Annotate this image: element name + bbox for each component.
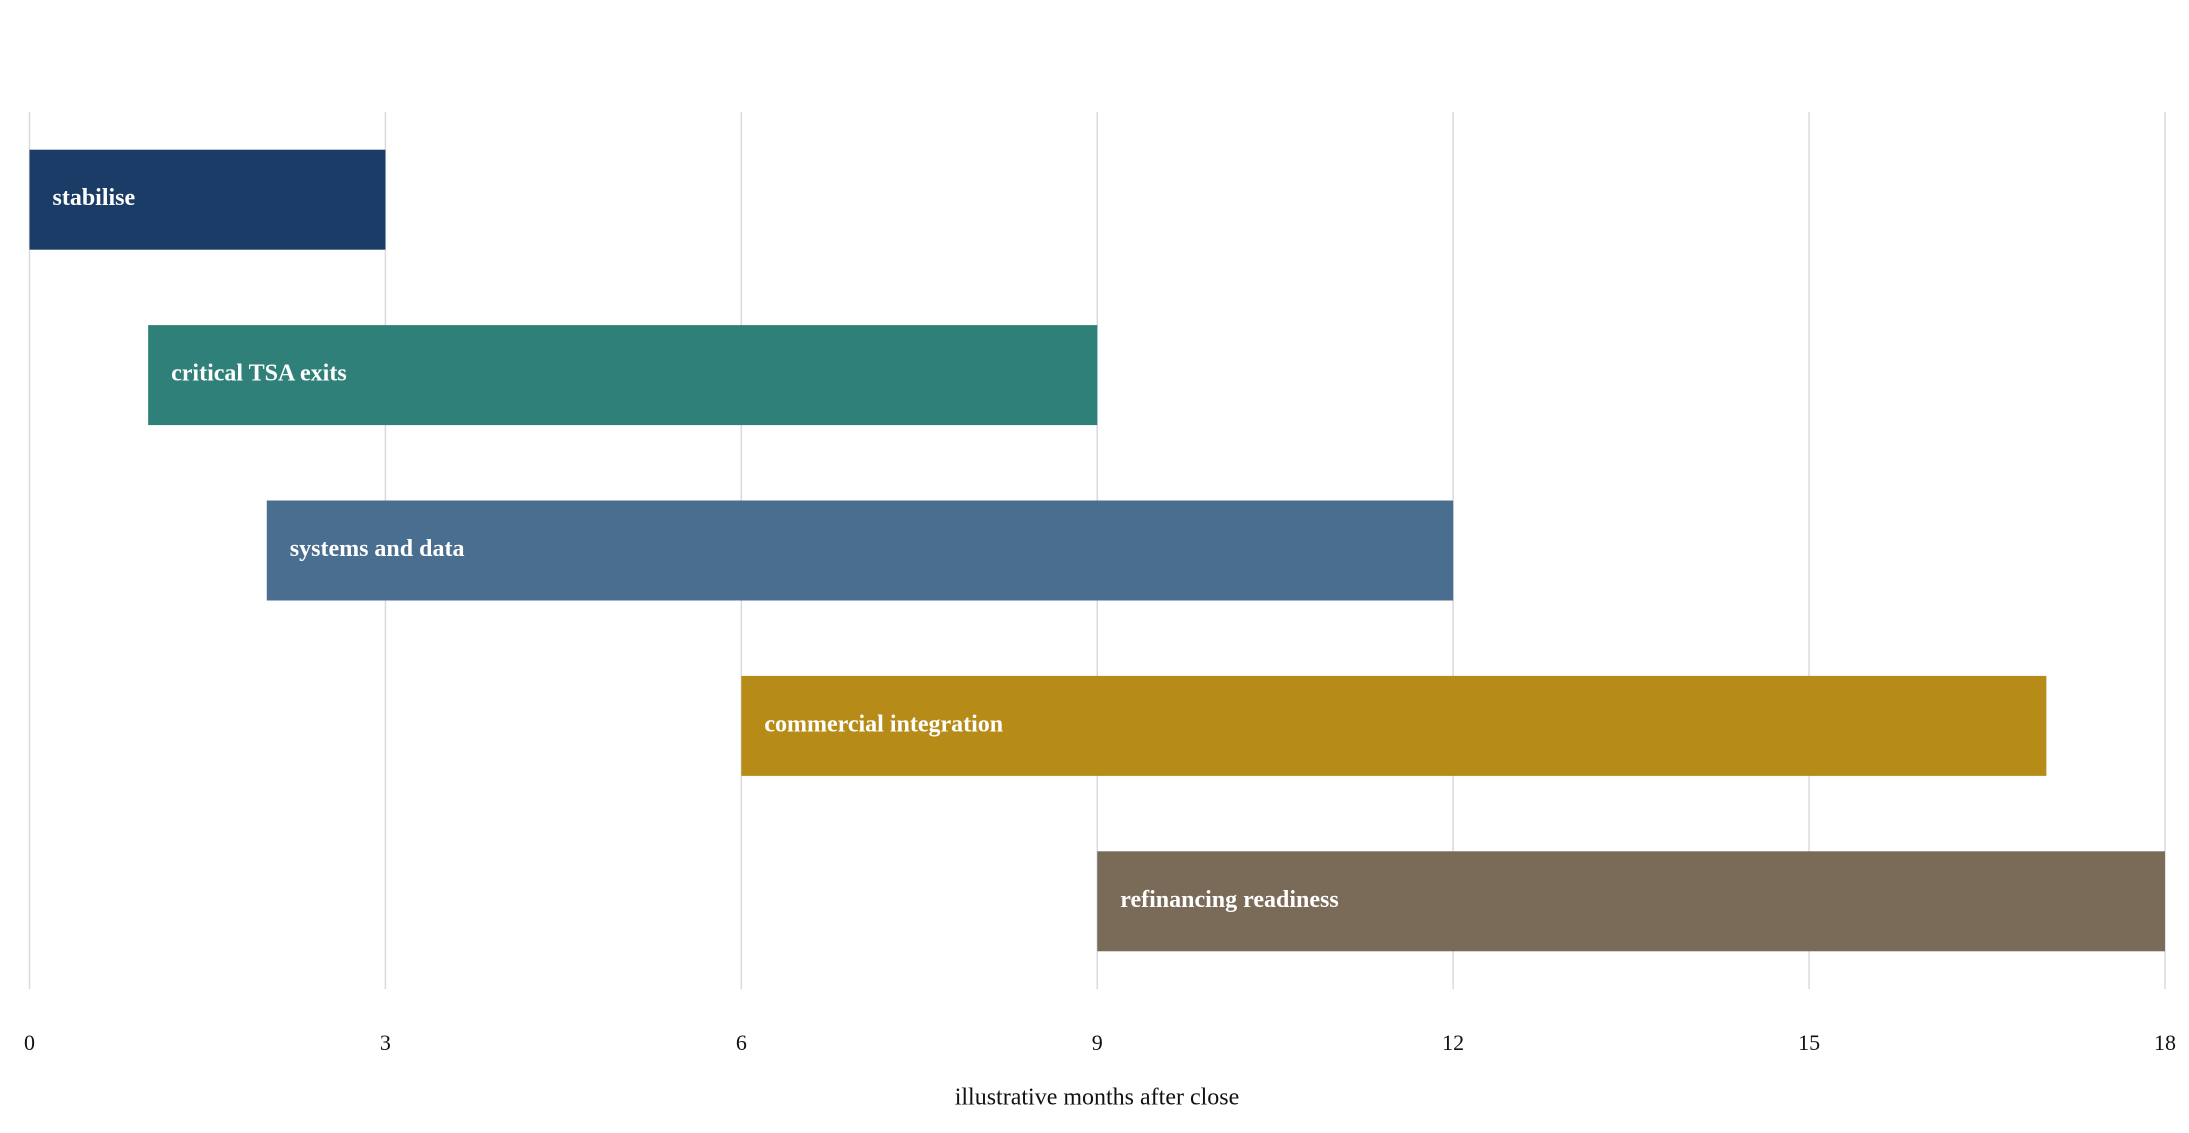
bar xyxy=(266,500,1454,601)
bar-label: stabilise xyxy=(53,185,136,211)
bar-label: critical TSA exits xyxy=(171,361,347,387)
bar-label: commercial integration xyxy=(764,711,1003,737)
x-tick-label: 0 xyxy=(24,1030,35,1055)
bar xyxy=(29,149,386,250)
bar-label: refinancing readiness xyxy=(1120,887,1338,913)
bar xyxy=(148,325,1098,426)
bar xyxy=(741,675,2047,776)
bar xyxy=(1097,851,2165,952)
bar-label: systems and data xyxy=(290,536,465,562)
x-tick-label: 3 xyxy=(380,1030,391,1055)
x-tick-label: 6 xyxy=(736,1030,747,1055)
x-tick-label: 15 xyxy=(1798,1030,1820,1055)
x-axis-label: illustrative months after close xyxy=(955,1085,1240,1111)
x-tick-label: 9 xyxy=(1092,1030,1103,1055)
x-tick-label: 12 xyxy=(1442,1030,1464,1055)
x-tick-label: 18 xyxy=(2154,1030,2176,1055)
